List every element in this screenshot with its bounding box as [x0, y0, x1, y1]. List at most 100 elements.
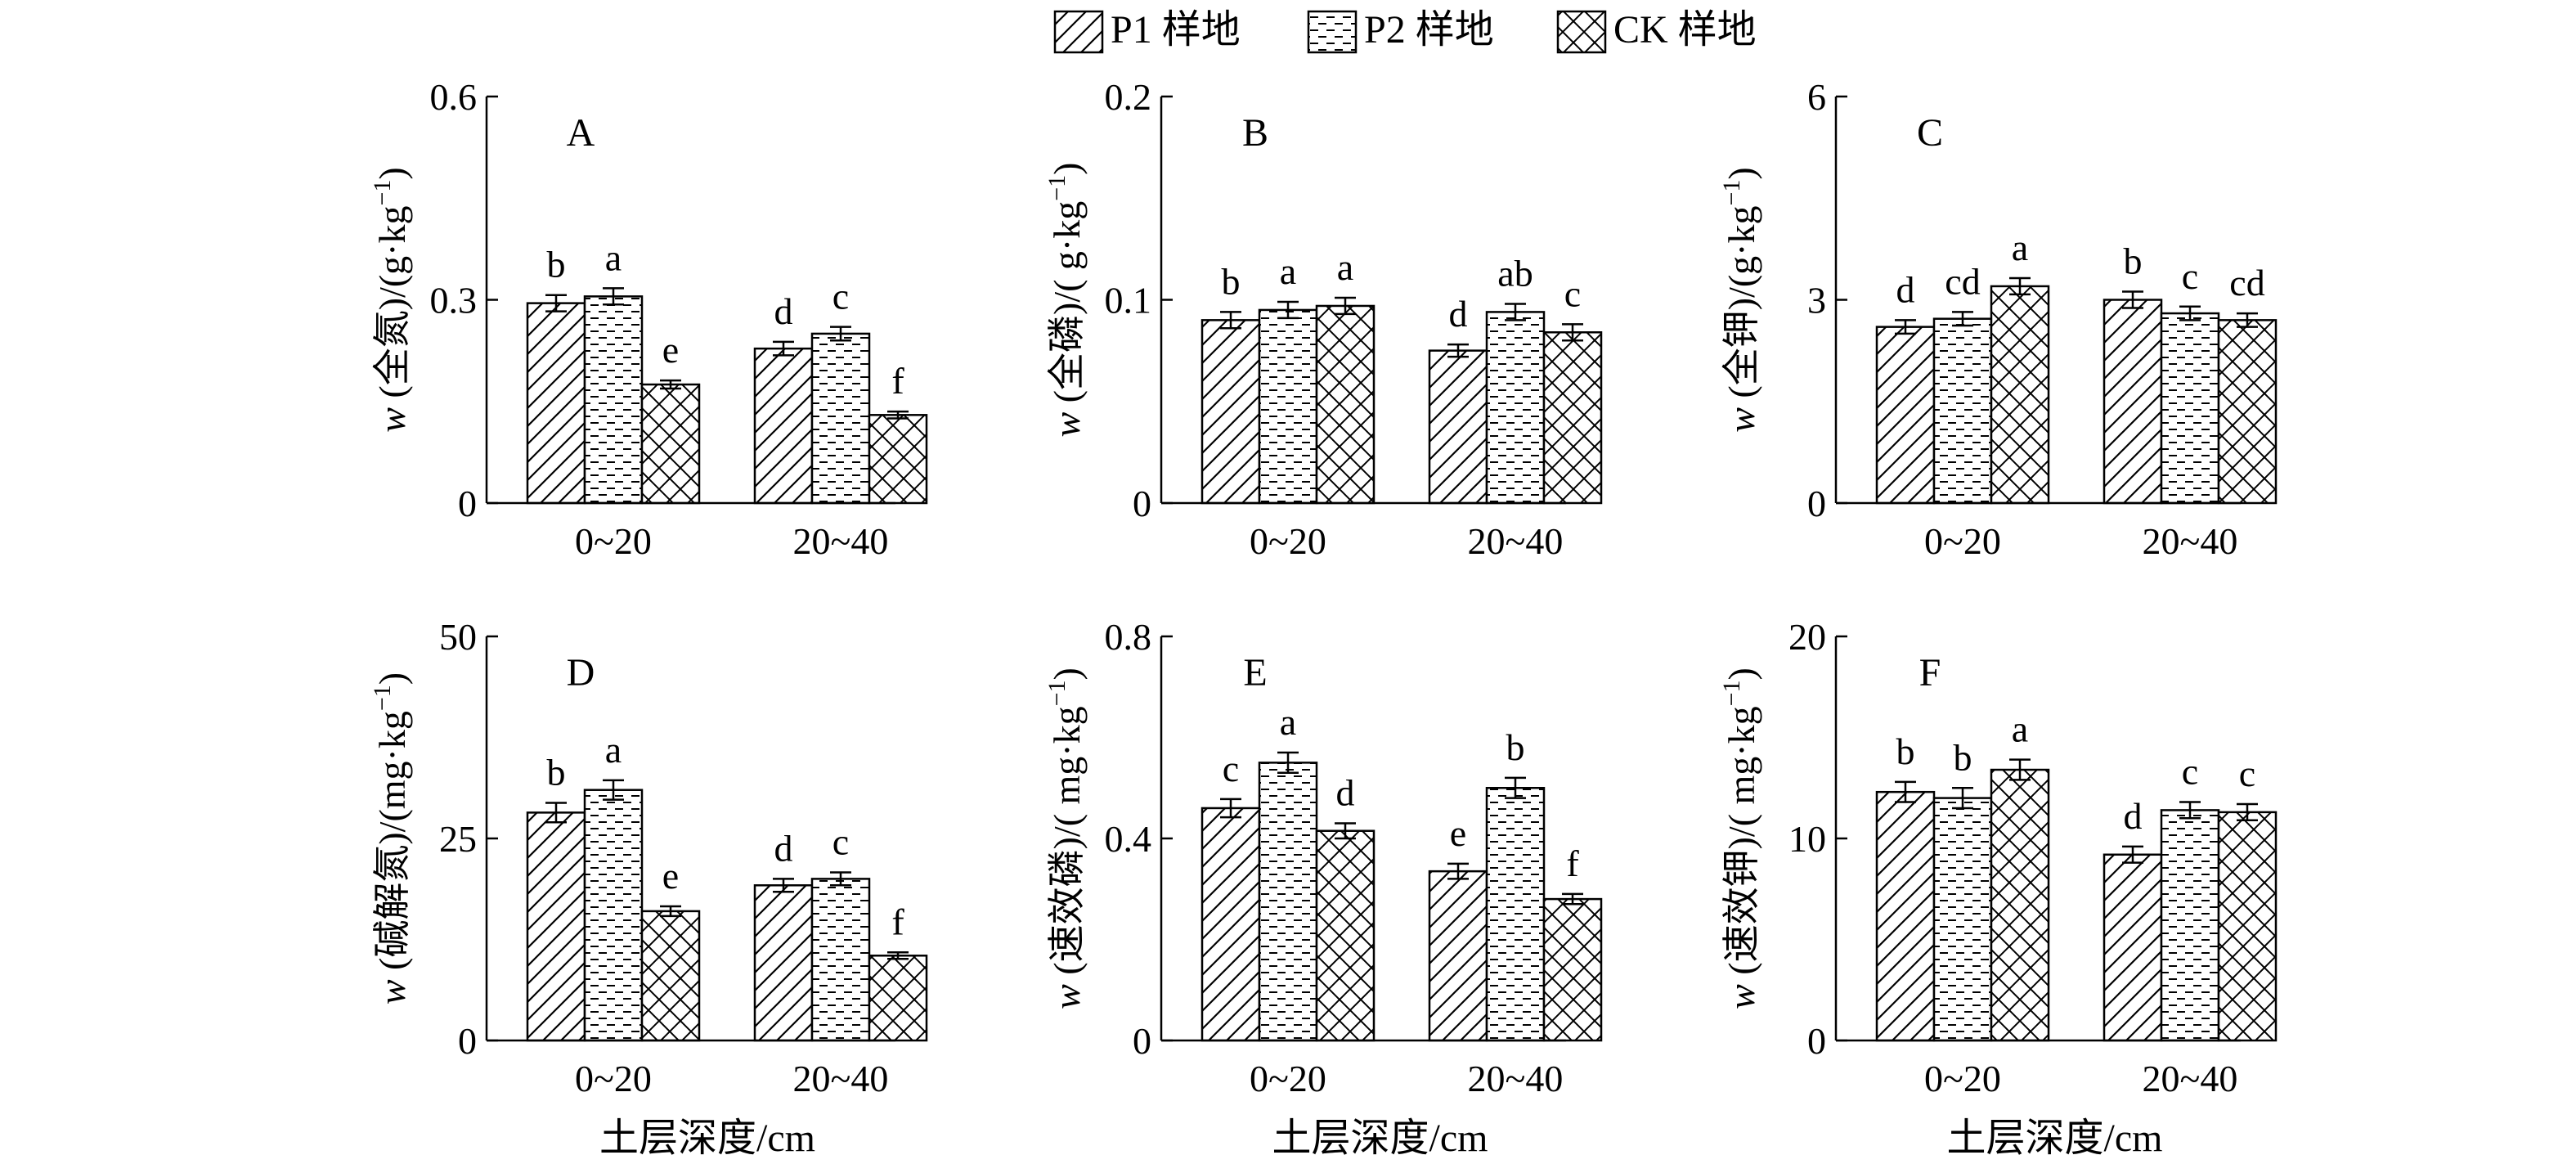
- significance-letter: c: [2239, 753, 2255, 794]
- bar: [1200, 807, 1261, 1042]
- y-axis-label-var: w: [371, 398, 413, 433]
- significance-letter: c: [1223, 748, 1239, 789]
- significance-letter: c: [2182, 751, 2198, 793]
- y-axis-label-suffix: ): [1046, 667, 1088, 680]
- y-axis-label-text: (全氮)/(g·kg: [371, 206, 413, 398]
- bar: [2160, 312, 2220, 505]
- y-axis-label: w (全钾)/(g·kg−1): [1718, 167, 1762, 433]
- significance-letter: c: [2182, 255, 2198, 297]
- significance-letter: d: [1449, 293, 1468, 335]
- y-axis-label: w (全氮)/(g·kg−1): [369, 167, 413, 433]
- significance-letter: a: [1337, 246, 1353, 288]
- legend-item: P2 样地: [1307, 8, 1494, 54]
- x-tick-label: 20~40: [1468, 1058, 1564, 1099]
- y-axis-label-sup: −1: [1718, 680, 1745, 706]
- bar: [1428, 870, 1488, 1042]
- significance-letter: d: [774, 827, 793, 869]
- bar: [868, 414, 928, 505]
- chart-panel-D: b d a c e f 0 25 50 0~20 20~40 Dw (碱解氮)/(mg·kg−1) 土层…: [369, 616, 928, 1160]
- significance-letter: a: [1280, 701, 1296, 743]
- bar: [2103, 299, 2163, 505]
- y-axis-label-var: w: [1721, 398, 1762, 433]
- y-axis-label-sup: −1: [369, 180, 396, 206]
- panel-label: A: [567, 111, 595, 155]
- significance-letter: d: [1336, 771, 1355, 813]
- chart-panel-E: c e a b d f 0 0.4 0.8 0~20 20~40 Ew (速效磷)/( mg·kg−1…: [1043, 616, 1603, 1160]
- y-axis-label-sup: −1: [369, 685, 396, 711]
- significance-letter: e: [662, 855, 679, 897]
- y-tick-label: 6: [1807, 76, 1826, 118]
- x-axis-label: 土层深度/cm: [1947, 1117, 2163, 1160]
- y-tick-label: 0.1: [1105, 280, 1152, 321]
- legend-swatch: [1053, 10, 1104, 54]
- y-axis-label-suffix: ): [1721, 667, 1762, 680]
- significance-letter: d: [774, 290, 793, 332]
- bar: [640, 910, 701, 1042]
- panel-label: D: [567, 651, 595, 694]
- y-tick-label: 0.8: [1105, 616, 1152, 658]
- bar: [526, 302, 586, 505]
- y-axis-label-var: w: [1046, 975, 1088, 1009]
- bar: [640, 383, 701, 505]
- x-tick-label: 20~40: [2143, 1058, 2238, 1099]
- x-tick-label: 20~40: [793, 520, 889, 562]
- significance-letter: f: [891, 360, 904, 402]
- y-tick-label: 0.3: [430, 280, 478, 321]
- y-axis-label-suffix: ): [1046, 163, 1088, 175]
- significance-letter: cd: [2229, 262, 2264, 303]
- significance-letter: c: [832, 820, 849, 862]
- bar: [1485, 311, 1546, 505]
- y-axis-label: w (速效钾)/( mg·kg−1): [1718, 667, 1762, 1009]
- y-tick-label: 3: [1807, 280, 1826, 321]
- legend-item: P1 样地: [1053, 8, 1241, 54]
- y-tick-label: 0: [1807, 1020, 1826, 1062]
- chart-panel-A: b d a c e f 0 0.3 0.6 0~20 20~40 Aw (全氮)/(g·kg−1): [369, 76, 928, 562]
- x-tick-label: 20~40: [793, 1058, 889, 1099]
- bar: [2217, 319, 2278, 505]
- y-tick-label: 20: [1788, 616, 1826, 658]
- y-tick-label: 0: [1807, 483, 1826, 524]
- x-tick-label: 0~20: [1924, 520, 2001, 562]
- y-axis-label-sup: −1: [1043, 680, 1070, 706]
- bar: [1200, 319, 1261, 505]
- legend: P1 样地 P2 样地 CK 样地: [1053, 8, 1757, 54]
- significance-letter: a: [2012, 227, 2028, 268]
- y-axis-label-text: (速效磷)/( mg·kg: [1046, 706, 1088, 974]
- y-axis-label-text: (速效钾)/( mg·kg: [1721, 706, 1762, 974]
- significance-letter: b: [1954, 736, 1972, 778]
- y-axis-label-text: (碱解氮)/(mg·kg: [371, 711, 413, 970]
- x-tick-label: 0~20: [1250, 520, 1326, 562]
- y-axis-label: w (全磷)/( g·kg−1): [1043, 163, 1088, 438]
- y-axis-label: w (速效磷)/( mg·kg−1): [1043, 667, 1088, 1009]
- y-axis-label-var: w: [371, 970, 413, 1004]
- bar: [1315, 829, 1376, 1042]
- significance-letter: d: [2124, 795, 2143, 837]
- y-axis-label-sup: −1: [1718, 180, 1745, 206]
- y-tick-label: 50: [439, 616, 477, 658]
- y-axis-label: w (碱解氮)/(mg·kg−1): [369, 672, 413, 1004]
- y-tick-label: 25: [439, 818, 477, 860]
- bar: [2160, 809, 2220, 1042]
- bar: [1258, 308, 1318, 505]
- significance-letter: a: [1280, 250, 1296, 292]
- significance-letter: f: [1566, 843, 1579, 884]
- legend-swatch: [1307, 10, 1358, 54]
- significance-letter: b: [547, 244, 566, 285]
- y-tick-label: 0: [458, 1020, 477, 1062]
- x-tick-label: 0~20: [1250, 1058, 1326, 1099]
- bar: [1315, 304, 1376, 505]
- x-tick-label: 0~20: [575, 1058, 652, 1099]
- y-tick-label: 0: [458, 483, 477, 524]
- legend-label: CK 样地: [1613, 8, 1757, 52]
- bar: [2103, 853, 2163, 1042]
- significance-letter: e: [662, 329, 679, 371]
- panel-label: E: [1243, 651, 1267, 694]
- significance-letter: e: [1450, 812, 1466, 854]
- significance-letter: a: [605, 236, 622, 278]
- x-tick-label: 0~20: [1924, 1058, 2001, 1099]
- bar: [868, 955, 928, 1042]
- significance-letter: a: [2012, 708, 2028, 750]
